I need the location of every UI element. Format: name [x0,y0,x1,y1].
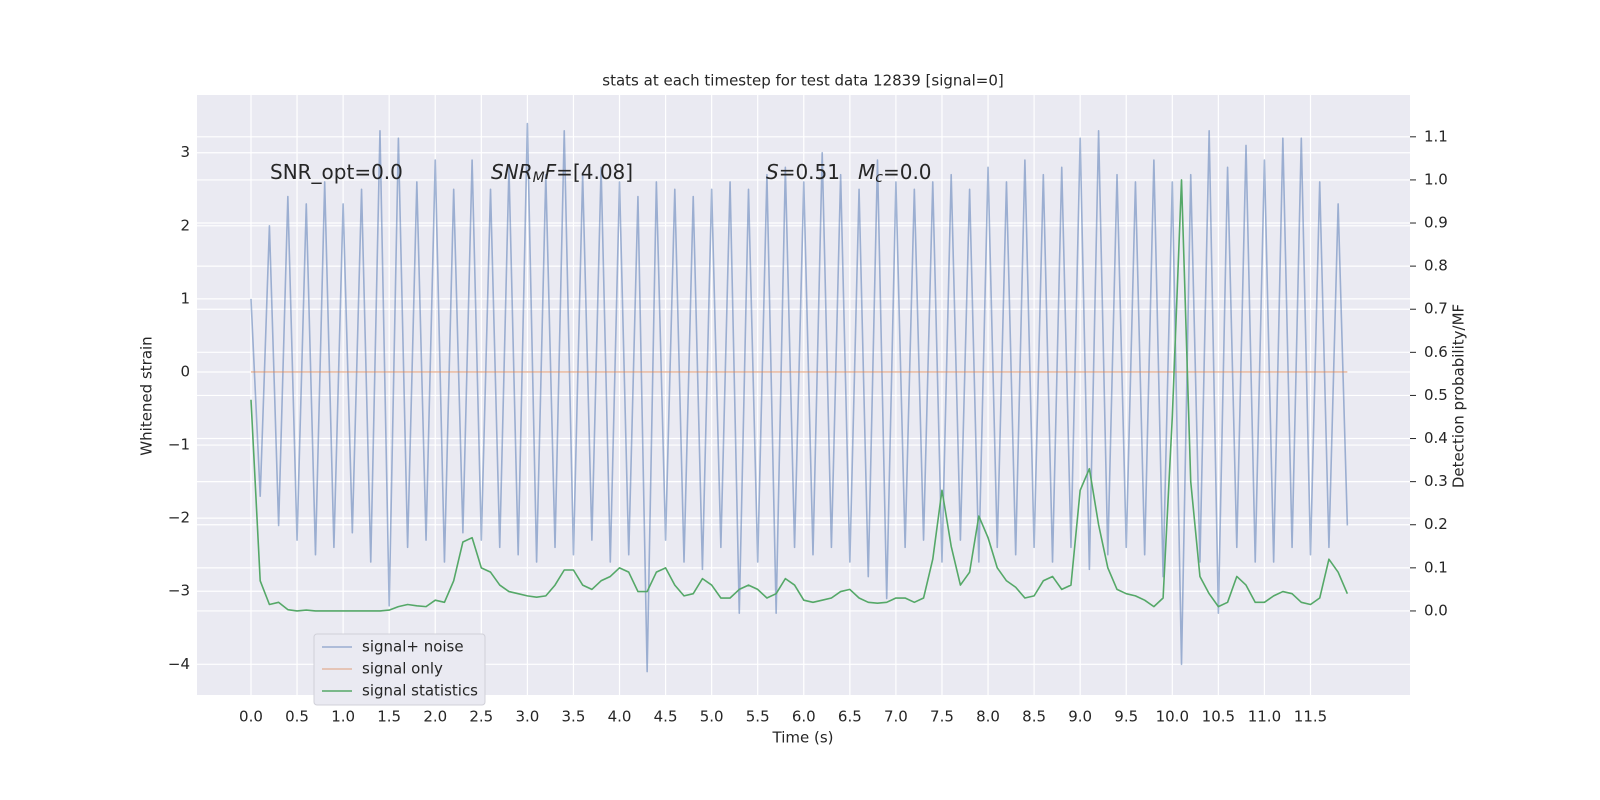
y-tick-label: −2 [168,509,190,527]
x-tick-label: 2.5 [469,708,493,726]
annotation-part: SNR_opt=0.0 [270,160,403,184]
annotation: S=0.51 [766,160,840,184]
y-tick-label: −1 [168,436,190,454]
y2-tick-label: 0.7 [1424,300,1448,318]
y2-tick-label: 0.0 [1424,601,1448,619]
y2-tick-label: 0.6 [1424,343,1448,361]
y-tick-label: 1 [180,289,190,307]
x-tick-label: 6.0 [792,708,816,726]
y2-tick-label: 0.9 [1424,214,1448,232]
x-tick-label: 3.0 [515,708,539,726]
annotation: SNR_opt=0.0 [270,160,403,184]
legend: signal+ noise signal only signal statistic… [313,633,486,706]
x-tick-label: 4.0 [608,708,632,726]
x-tick-label: 0.5 [285,708,309,726]
legend-box [313,633,486,706]
y-tick-label: 3 [180,143,190,161]
y-tick-label: 2 [180,216,190,234]
series-line [250,179,1349,612]
y-axis-label: Whitened strain [138,336,156,455]
x-tick-label: 10.0 [1156,708,1189,726]
x-tick-label: 7.5 [930,708,954,726]
annotation: Mc=0.0 [858,160,932,187]
annotation-part: c [875,170,883,186]
x-tick-label: 11.0 [1248,708,1281,726]
y2-tick-label: 0.1 [1424,558,1448,576]
y2-tick-label: 0.8 [1424,257,1448,275]
marks [250,122,1349,673]
x-tick-label: 2.0 [423,708,447,726]
x-tick-label: 5.5 [746,708,770,726]
x-axis-label: Time (s) [772,729,834,747]
y2-tick-label: 0.2 [1424,515,1448,533]
annotation-part: F [545,160,557,184]
x-tick-label: 11.5 [1294,708,1327,726]
y2-tick-label: 0.4 [1424,429,1448,447]
chart-title: stats at each timestep for test data 128… [602,72,1003,90]
y-tick-label: 0 [180,362,190,380]
y2-tick-label: 1.0 [1424,170,1448,188]
x-tick-label: 8.0 [976,708,1000,726]
x-tick-label: 8.5 [1022,708,1046,726]
annotation-part: =[4.08] [556,160,633,184]
y-tick-label: −3 [168,582,190,600]
legend-label: signal only [362,660,443,678]
annotation-part: S [766,160,779,184]
legend-label: signal+ noise [362,638,464,656]
x-tick-label: 9.0 [1068,708,1092,726]
x-tick-label: 1.0 [331,708,355,726]
annotation: SNRMF=[4.08] [491,160,633,187]
y2-tick-label: 1.1 [1424,127,1448,145]
y2-tick-label: 0.5 [1424,386,1448,404]
annotation-part: =0.51 [779,160,840,184]
x-tick-label: 10.5 [1202,708,1235,726]
annotation-part: SNR [491,160,533,184]
x-tick-label: 4.5 [654,708,678,726]
legend-label: signal statistics [362,682,478,700]
y2-tick-label: 0.3 [1424,472,1448,490]
y-tick-label: −4 [168,655,190,673]
x-tick-label: 0.0 [239,708,263,726]
x-tick-label: 1.5 [377,708,401,726]
x-tick-label: 9.5 [1114,708,1138,726]
y2-axis-label: Detection probability/MF [1450,304,1468,488]
x-tick-label: 5.0 [700,708,724,726]
x-tick-label: 7.0 [884,708,908,726]
x-tick-label: 6.5 [838,708,862,726]
annotation-part: M [533,170,545,186]
x-tick-label: 3.5 [562,708,586,726]
series-line [250,122,1349,673]
annotation-part: =0.0 [883,160,932,184]
annotation-part: M [858,160,875,184]
